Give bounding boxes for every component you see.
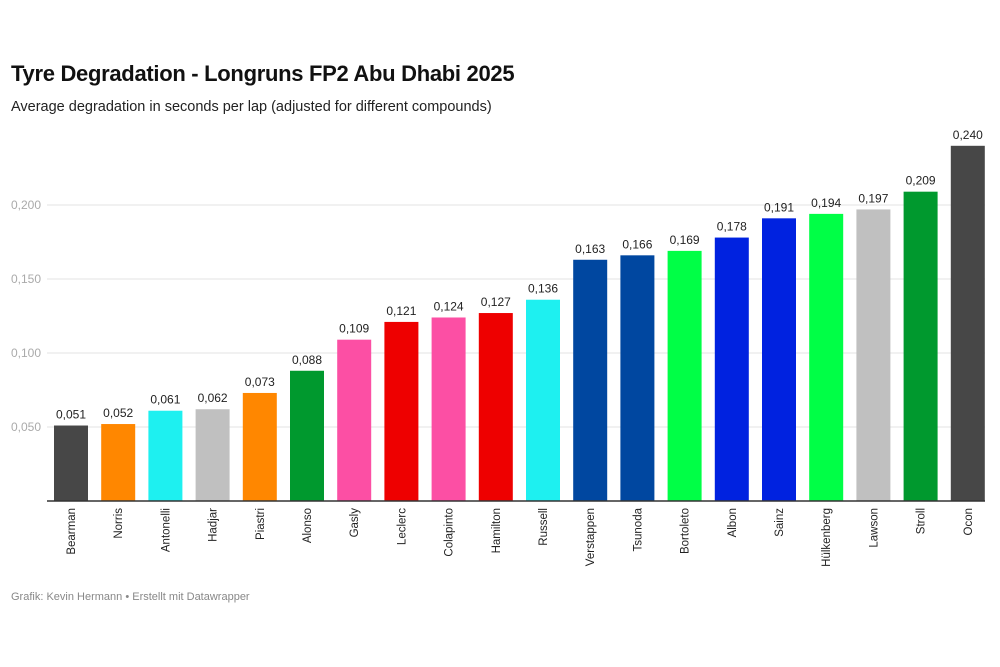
x-tick-label: Hamilton [491, 508, 503, 553]
value-label: 0,052 [103, 406, 133, 420]
x-tick-label: Bortoleto [680, 508, 692, 554]
bar [384, 321, 419, 501]
x-tick-label: Gasly [349, 508, 361, 538]
x-tick-label: Lawson [868, 508, 880, 548]
value-label: 0,088 [292, 353, 322, 367]
bar [573, 259, 608, 501]
x-tick-label: Hadjar [208, 508, 220, 542]
value-label: 0,121 [386, 304, 416, 318]
value-label: 0,197 [858, 191, 888, 205]
value-label: 0,240 [953, 128, 983, 142]
x-tick-label: Hülkenberg [821, 508, 833, 567]
bar [809, 213, 844, 501]
x-tick-label: Ocon [963, 508, 975, 536]
value-label: 0,051 [56, 408, 86, 422]
value-label: 0,194 [811, 196, 841, 210]
value-label: 0,124 [434, 299, 464, 313]
x-tick-label: Piastri [255, 508, 267, 540]
bar [431, 317, 466, 501]
bar [290, 370, 324, 501]
x-tick-label: Verstappen [585, 508, 597, 566]
y-tick-label: 0,050 [11, 420, 41, 434]
bar [714, 237, 749, 501]
bar [620, 255, 655, 501]
value-label: 0,163 [575, 242, 605, 256]
value-label: 0,136 [528, 282, 558, 296]
x-tick-label: Russell [538, 508, 550, 546]
x-tick-label: Sainz [774, 508, 786, 537]
chart-subtitle: Average degradation in seconds per lap (… [11, 99, 492, 115]
x-tick-label: Albon [727, 508, 739, 537]
x-tick-label: Antonelli [160, 508, 172, 552]
value-label: 0,061 [150, 393, 180, 407]
value-label: 0,062 [198, 391, 228, 405]
x-tick-label: Bearman [66, 508, 78, 555]
bar [101, 424, 136, 501]
y-tick-label: 0,100 [11, 346, 41, 360]
value-label: 0,166 [622, 237, 652, 251]
x-tick-label: Alonso [302, 508, 314, 543]
bar [148, 410, 183, 501]
x-tick-label: Tsunoda [632, 507, 644, 551]
value-label: 0,209 [906, 174, 936, 188]
value-label: 0,191 [764, 200, 794, 214]
bar [950, 145, 985, 502]
x-tick-label: Stroll [916, 508, 928, 534]
chart-footer: Grafik: Kevin Hermann • Erstellt mit Dat… [11, 591, 250, 603]
bar [242, 392, 277, 501]
value-label: 0,127 [481, 295, 511, 309]
x-tick-label: Colapinto [444, 508, 456, 557]
bar [54, 425, 88, 501]
chart-title: Tyre Degradation - Longruns FP2 Abu Dhab… [11, 61, 515, 86]
value-label: 0,178 [717, 220, 747, 234]
bar [478, 313, 513, 501]
value-label: 0,073 [245, 375, 275, 389]
bar [667, 250, 702, 501]
value-label: 0,169 [670, 233, 700, 247]
bar [762, 218, 796, 501]
x-tick-label: Norris [113, 508, 125, 539]
bar [526, 299, 560, 501]
bar [903, 191, 938, 501]
x-tick-label: Leclerc [396, 508, 408, 545]
y-tick-label: 0,150 [11, 272, 41, 286]
bar [337, 339, 372, 501]
y-tick-label: 0,200 [11, 198, 41, 212]
value-label: 0,109 [339, 322, 369, 336]
bar [856, 209, 891, 501]
bar [195, 409, 230, 501]
